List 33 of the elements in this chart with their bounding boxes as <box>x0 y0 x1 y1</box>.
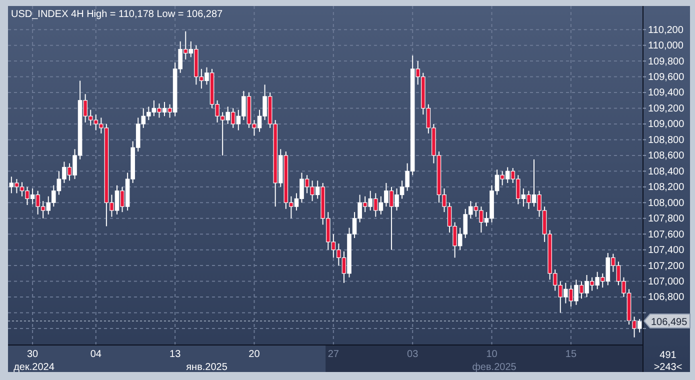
y-tick-label: 109,800 <box>648 56 685 68</box>
x-tick-label: 10 <box>486 349 498 360</box>
ref-line-label: 106,495 <box>651 317 688 328</box>
y-tick-label: 106,800 <box>648 292 685 304</box>
y-tick-label: 110,000 <box>648 40 684 52</box>
chart-title: USD_INDEX 4H High = 110,178 Low = 106,287 <box>11 9 224 20</box>
text: 491 <box>660 350 677 361</box>
text: фев.2025 <box>472 362 517 373</box>
text: >243< <box>654 362 682 373</box>
text: янв.2025 <box>186 362 228 373</box>
y-tick-label: 107,200 <box>648 260 685 272</box>
y-tick-label: 108,600 <box>648 150 685 162</box>
x-tick-label: 13 <box>170 349 182 360</box>
y-tick-label: 108,200 <box>648 182 685 194</box>
x-tick-label: 30 <box>26 349 39 360</box>
y-tick-label: 108,800 <box>648 134 685 146</box>
y-tick-label: 107,000 <box>648 276 685 288</box>
y-tick-label: 107,600 <box>648 229 685 240</box>
x-tick-label: 15 <box>565 349 577 360</box>
y-tick-label: 109,000 <box>648 119 685 130</box>
y-tick-label: 109,400 <box>648 88 685 99</box>
y-tick-label: 109,200 <box>648 103 685 114</box>
text: дек.2024 <box>14 362 55 373</box>
y-tick-label: 108,000 <box>648 198 685 209</box>
x-tick-label: 04 <box>90 349 102 360</box>
x-tick-label: 03 <box>407 349 419 360</box>
y-tick-label: 109,600 <box>648 72 685 83</box>
y-tick-label: 107,400 <box>648 245 685 256</box>
x-tick-label: 20 <box>248 349 260 360</box>
y-tick-label: 110,200 <box>648 24 684 36</box>
x-tick-label: 27 <box>328 349 340 360</box>
y-tick-label: 107,800 <box>648 214 685 225</box>
y-tick-label: 108,400 <box>648 166 685 178</box>
